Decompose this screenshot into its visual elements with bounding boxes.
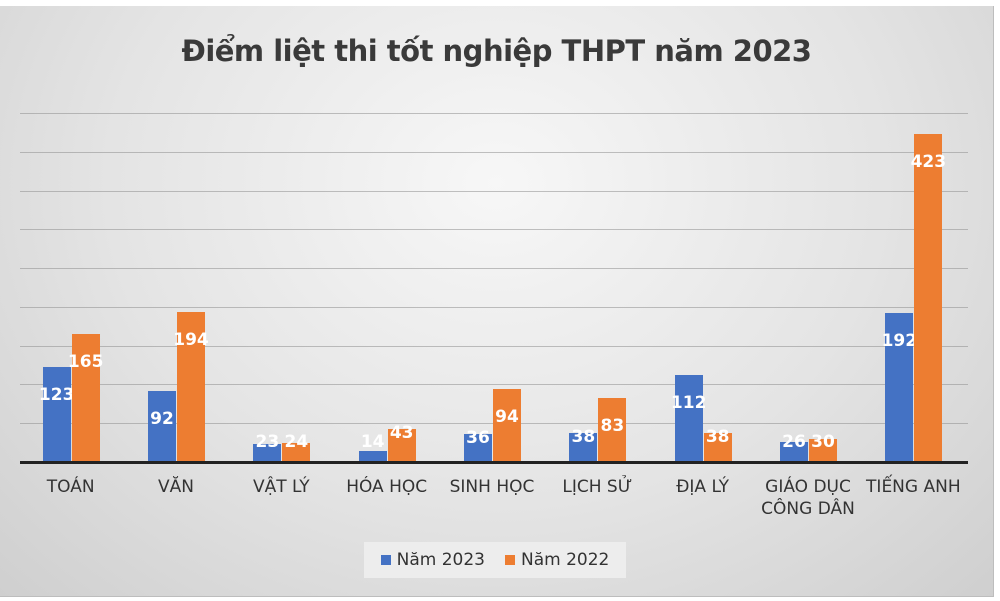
bar-2023 <box>358 451 387 462</box>
bar-2022 <box>177 311 205 462</box>
bar-2022 <box>914 133 943 462</box>
bar-2022 <box>703 432 732 462</box>
data-label: 36 <box>466 428 490 449</box>
data-label: 38 <box>571 426 596 447</box>
legend: Năm 2023 Năm 2022 <box>364 542 626 578</box>
bar-2022 <box>282 443 311 462</box>
data-label: 43 <box>389 422 414 443</box>
gridline <box>20 229 968 231</box>
data-label: 23 <box>255 432 280 452</box>
category-label: HÓA HỌC <box>346 477 428 497</box>
bar-2022 <box>809 438 837 462</box>
gridline <box>20 113 968 114</box>
bar-2023 <box>464 434 492 462</box>
category-label: VẬT LÝ <box>253 477 310 497</box>
legend-label-2022: Năm 2022 <box>521 550 610 570</box>
legend-item-2023: Năm 2023 <box>380 550 485 570</box>
gridline <box>20 268 968 270</box>
data-label: 112 <box>670 393 707 414</box>
chart-title: Điểm liệt thi tốt nghiệp THPT năm 2023 <box>181 34 812 68</box>
data-label: 38 <box>705 426 730 447</box>
category-label: SINH HỌC <box>449 477 535 497</box>
gridline <box>20 151 968 153</box>
category-label: ĐỊA LÝ <box>676 477 730 497</box>
category-label: TIẾNG ANH <box>866 477 961 497</box>
legend-swatch-2022 <box>505 555 515 565</box>
data-label: 26 <box>782 432 806 452</box>
data-label: 123 <box>38 384 75 405</box>
data-label: 165 <box>67 352 104 373</box>
gridline <box>20 384 968 386</box>
category-label: GIÁO DỤC CÔNG DÂN <box>761 477 855 519</box>
gridline <box>20 190 968 192</box>
bar-2023 <box>780 441 808 462</box>
category-label: VĂN <box>158 477 194 497</box>
category-label: LỊCH SỬ <box>562 477 633 497</box>
gridline <box>20 306 968 308</box>
data-label: 14 <box>360 432 385 452</box>
category-label: TOÁN <box>46 477 95 497</box>
x-axis-line <box>20 461 968 464</box>
data-label: 24 <box>284 432 309 452</box>
legend-label-2023: Năm 2023 <box>396 550 485 570</box>
legend-swatch-2023 <box>380 555 391 565</box>
chart-frame: Điểm liệt thi tốt nghiệp THPT năm 2023 1… <box>0 6 994 597</box>
bar-2023 <box>569 432 598 462</box>
plot-area: 123 165 92 194 23 24 14 43 36 94 38 83 112 38 26 30 192 4… <box>20 76 968 464</box>
data-label: 83 <box>600 415 625 436</box>
bar-2022 <box>598 397 627 462</box>
gridline <box>20 345 968 347</box>
bar-2022 <box>493 389 521 462</box>
data-label: 92 <box>150 408 174 429</box>
data-label: 192 <box>881 331 918 352</box>
bar-2023 <box>253 444 282 462</box>
data-label: 30 <box>811 432 835 452</box>
data-label: 94 <box>495 407 519 428</box>
bar-2023 <box>674 375 703 462</box>
bar-2023 <box>885 313 914 462</box>
bar-2022 <box>387 428 416 462</box>
bar-2023 <box>42 366 71 462</box>
legend-item-2022: Năm 2022 <box>505 550 609 570</box>
data-label: 423 <box>910 151 947 172</box>
bar-2023 <box>148 390 176 462</box>
data-label: 194 <box>173 329 209 350</box>
bar-2022 <box>71 334 100 462</box>
